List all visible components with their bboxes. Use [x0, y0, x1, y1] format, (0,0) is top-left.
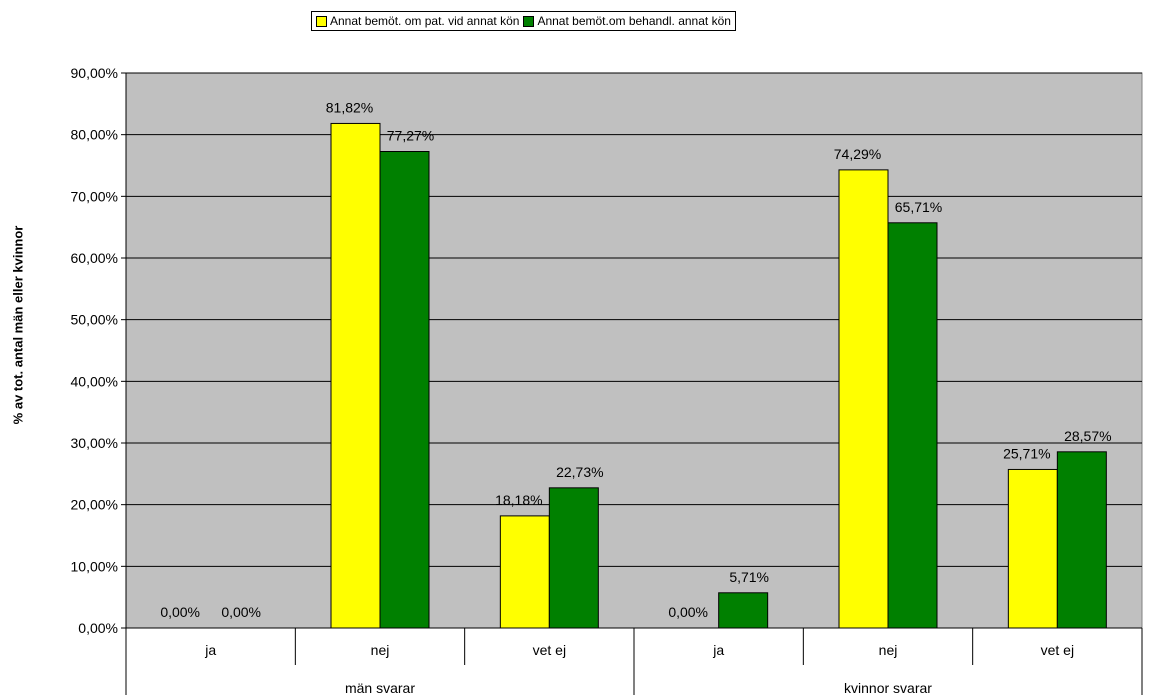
legend: Annat bemöt. om pat. vid annat kön Annat…: [311, 11, 736, 31]
x-category-label: ja: [712, 642, 724, 658]
bar: [330, 122, 381, 629]
y-tick-label: 50,00%: [71, 312, 118, 328]
y-tick-label: 20,00%: [71, 497, 118, 513]
data-label: 0,00%: [668, 604, 708, 620]
y-tick-label: 40,00%: [71, 373, 118, 389]
y-tick-label: 60,00%: [71, 250, 118, 266]
y-tick-label: 10,00%: [71, 558, 118, 574]
data-label: 0,00%: [221, 604, 261, 620]
x-category-label: nej: [879, 642, 898, 658]
x-category-label: nej: [371, 642, 390, 658]
bar: [718, 592, 769, 629]
plot-area: [125, 72, 1143, 629]
bar: [1056, 451, 1107, 629]
x-category-label: vet ej: [533, 642, 566, 658]
data-label: 74,29%: [834, 146, 881, 162]
bar: [887, 222, 938, 629]
bar: [499, 515, 550, 629]
legend-item-series-2: Annat bemöt.om behandl. annat kön: [523, 14, 731, 28]
data-label: 28,57%: [1064, 428, 1111, 444]
data-label: 77,27%: [387, 128, 434, 144]
legend-label-series-2: Annat bemöt.om behandl. annat kön: [537, 14, 731, 28]
y-tick-label: 0,00%: [78, 620, 118, 636]
bar: [838, 169, 889, 629]
data-label: 18,18%: [495, 492, 542, 508]
data-label: 81,82%: [326, 99, 373, 115]
y-tick-label: 90,00%: [71, 65, 118, 81]
x-group-label: kvinnor svarar: [844, 680, 932, 695]
data-label: 22,73%: [556, 464, 603, 480]
y-tick-label: 70,00%: [71, 188, 118, 204]
data-label: 0,00%: [160, 604, 200, 620]
y-tick-label: 30,00%: [71, 435, 118, 451]
y-tick-label: 80,00%: [71, 127, 118, 143]
data-label: 25,71%: [1003, 445, 1050, 461]
bar: [548, 487, 599, 629]
legend-swatch-green: [523, 15, 535, 27]
legend-item-series-1: Annat bemöt. om pat. vid annat kön: [316, 14, 519, 28]
data-label: 5,71%: [729, 569, 769, 585]
x-category-label: ja: [204, 642, 216, 658]
bar: [379, 151, 430, 629]
legend-label-series-1: Annat bemöt. om pat. vid annat kön: [330, 14, 520, 28]
x-group-label: män svarar: [345, 680, 415, 695]
data-label: 65,71%: [895, 199, 942, 215]
legend-swatch-yellow: [316, 15, 327, 27]
x-category-label: vet ej: [1041, 642, 1074, 658]
bar: [1007, 468, 1058, 629]
